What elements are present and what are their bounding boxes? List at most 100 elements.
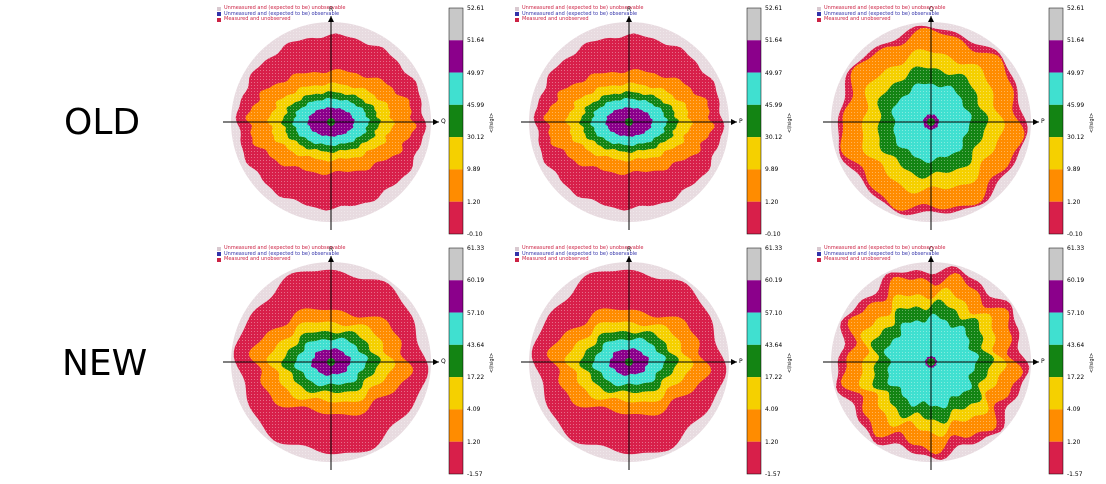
y-axis-letter: R bbox=[329, 246, 334, 253]
colorbar-segment bbox=[747, 40, 761, 73]
colorbar-segment bbox=[1049, 312, 1063, 345]
legend-text: Unmeasured and (expected to be) observab… bbox=[824, 250, 940, 257]
legend-text: Measured and unobserved bbox=[224, 16, 291, 22]
colorbar-tick-label: 61.33 bbox=[765, 245, 783, 252]
legend-text: Unmeasured and (expected to be) unobserv… bbox=[224, 245, 346, 251]
colorbar-title: <I/sigI> bbox=[1089, 352, 1095, 373]
colorbar-tick-label: 1.20 bbox=[467, 198, 481, 206]
colorbar-segment bbox=[449, 169, 463, 202]
y-axis-letter: R bbox=[627, 246, 632, 253]
colorbar-tick-label: 17.22 bbox=[1067, 374, 1085, 382]
heatmap-plot bbox=[521, 7, 762, 235]
heatmap-panel-new-qr: 61.33 60.19 57.10 43.64 17.22 4.09 1.20 -1.57 <I… bbox=[215, 244, 505, 484]
heatmap-plot bbox=[823, 7, 1064, 235]
legend-item: Measured and unobserved bbox=[817, 16, 945, 23]
colorbar-segment bbox=[1049, 377, 1063, 410]
colorbar-tick-label: -1.57 bbox=[1067, 471, 1083, 478]
colorbar-tick-label: 17.22 bbox=[467, 374, 485, 382]
colorbar-tick-label: 49.97 bbox=[765, 69, 783, 77]
colorbar-segment bbox=[449, 409, 463, 442]
colorbar-segment bbox=[1049, 248, 1063, 281]
legend-swatch bbox=[217, 17, 221, 22]
legend-item: Unmeasured and (expected to be) unobserv… bbox=[817, 245, 946, 252]
colorbar-tick-label: -1.57 bbox=[467, 471, 483, 478]
colorbar-tick-label: 1.20 bbox=[765, 438, 779, 446]
colorbar-segment bbox=[747, 8, 761, 41]
heatmap-panel-new-pr: 61.33 60.19 57.10 43.64 17.22 4.09 1.20 -1.57 <I… bbox=[513, 244, 803, 484]
heatmap-panel-old-qr: 52.61 51.64 49.97 45.99 30.12 9.89 1.20 -0.10 <I… bbox=[215, 4, 505, 244]
y-axis-letter: R bbox=[329, 6, 334, 13]
heatmap-plot bbox=[521, 247, 762, 475]
row-label-old: OLD bbox=[64, 102, 141, 143]
colorbar-frame bbox=[1048, 247, 1064, 475]
colorbar-tick-label: 49.97 bbox=[1067, 69, 1085, 77]
colorbar-tick-label: 45.99 bbox=[765, 101, 783, 109]
colorbar-tick-label: 4.09 bbox=[467, 406, 481, 414]
colorbar-segment bbox=[449, 280, 463, 313]
legend-swatch bbox=[817, 246, 821, 251]
colorbar-tick-label: 52.61 bbox=[467, 5, 485, 12]
colorbar-tick-label: 61.33 bbox=[467, 245, 485, 252]
colorbar-segment bbox=[1049, 8, 1063, 41]
colorbar-tick-label: 57.10 bbox=[1067, 309, 1085, 317]
legend-item: Unmeasured and (expected to be) unobserv… bbox=[217, 5, 345, 12]
colorbar-tick-label: 1.20 bbox=[1067, 198, 1081, 206]
legend-item: Unmeasured and (expected to be) unobserv… bbox=[817, 5, 946, 12]
colorbar-tick-label: -0.10 bbox=[1067, 231, 1083, 238]
legend-text: Unmeasured and (expected to be) unobserv… bbox=[522, 5, 644, 11]
y-axis-letter: R bbox=[627, 6, 632, 13]
x-axis-letter: P bbox=[739, 118, 743, 125]
legend-text: Measured and unobserved bbox=[522, 16, 589, 22]
colorbar-tick-label: 1.20 bbox=[1067, 438, 1081, 446]
colorbar-tick-label: 60.19 bbox=[765, 277, 783, 285]
colorbar-tick-label: 52.61 bbox=[1067, 5, 1085, 12]
colorbar-tick-label: 43.64 bbox=[467, 341, 485, 349]
colorbar-segment bbox=[747, 104, 761, 138]
colorbar-segment bbox=[1049, 201, 1063, 234]
colorbar-segment bbox=[747, 344, 761, 378]
colorbar-tick-label: 57.10 bbox=[765, 309, 783, 317]
x-axis-letter: P bbox=[739, 358, 743, 365]
colorbar-frame bbox=[448, 7, 464, 235]
colorbar-tick-label: -1.57 bbox=[765, 471, 781, 478]
heatmap-panel-old-pq: 52.61 51.64 49.97 45.99 30.12 9.89 1.20 -0.10 <I… bbox=[815, 4, 1105, 244]
legend-swatch bbox=[515, 17, 519, 22]
x-axis-letter: P bbox=[1041, 358, 1045, 365]
colorbar-segment bbox=[747, 280, 761, 313]
legend-text: Unmeasured and (expected to be) unobserv… bbox=[824, 245, 946, 251]
colorbar-segment bbox=[449, 441, 463, 474]
colorbar-segment bbox=[449, 201, 463, 234]
colorbar-segment bbox=[747, 169, 761, 202]
colorbar-title: <I/sigI> bbox=[787, 112, 793, 133]
colorbar-segment bbox=[747, 441, 761, 474]
legend-item: Measured and unobserved bbox=[515, 256, 643, 263]
colorbar-frame bbox=[746, 247, 762, 475]
colorbar-title: <I/sigI> bbox=[489, 352, 495, 373]
colorbar-tick-label: 30.12 bbox=[765, 134, 783, 142]
legend-item: Unmeasured and (expected to be) observab… bbox=[817, 250, 945, 258]
colorbar-tick-label: -0.10 bbox=[467, 231, 483, 238]
x-axis-letter: Q bbox=[441, 118, 446, 125]
colorbar-segment bbox=[449, 312, 463, 345]
heatmap-plot bbox=[223, 247, 464, 475]
legend-text: Measured and unobserved bbox=[824, 16, 891, 22]
legend-swatch bbox=[217, 246, 221, 251]
colorbar-segment bbox=[747, 409, 761, 442]
legend-swatch bbox=[817, 17, 821, 22]
colorbar-segment bbox=[747, 377, 761, 410]
colorbar-tick-label: 51.64 bbox=[467, 37, 485, 45]
legend-text: Unmeasured and (expected to be) observab… bbox=[824, 10, 940, 17]
colorbar-tick-label: 4.09 bbox=[1067, 406, 1081, 414]
colorbar-tick-label: 43.64 bbox=[765, 341, 783, 349]
colorbar-segment bbox=[747, 201, 761, 234]
legend-text: Unmeasured and (expected to be) observab… bbox=[224, 10, 340, 17]
legend-text: Unmeasured and (expected to be) unobserv… bbox=[824, 5, 946, 11]
colorbar-tick-label: 60.19 bbox=[467, 277, 485, 285]
colorbar-segment bbox=[1049, 441, 1063, 474]
heatmap-plot bbox=[223, 7, 464, 235]
colorbar-tick-label: 1.20 bbox=[467, 438, 481, 446]
colorbar-frame bbox=[746, 7, 762, 235]
colorbar-segment bbox=[747, 137, 761, 170]
colorbar-segment bbox=[449, 104, 463, 138]
legend-item: Unmeasured and (expected to be) unobserv… bbox=[515, 245, 643, 252]
